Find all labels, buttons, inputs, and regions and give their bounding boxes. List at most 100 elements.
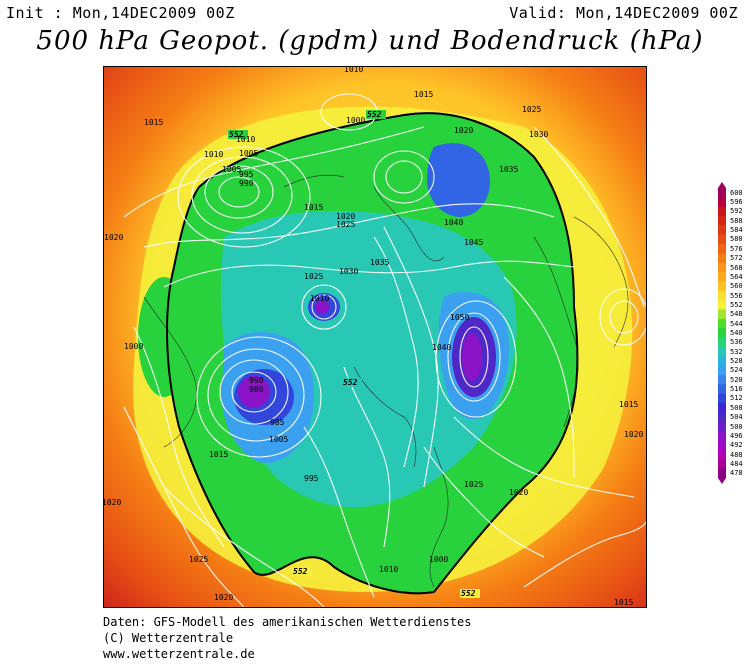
legend-swatch (718, 431, 726, 442)
label-552-4: 552 (293, 567, 308, 576)
pressure-labels: 1010 1015 1025 1000 1020 1030 1035 1010 … (104, 67, 643, 607)
legend-swatch (718, 318, 726, 329)
pressure-label: 1010 (204, 150, 223, 159)
pressure-label: 1020 (104, 498, 121, 507)
legend-swatch (718, 365, 726, 376)
legend-swatch (718, 225, 726, 236)
legend-swatch (718, 337, 726, 348)
pressure-label: 1005 (269, 435, 288, 444)
pressure-label: 1010 (379, 565, 398, 574)
legend-value: 508 (730, 403, 743, 412)
pressure-label: 1015 (304, 203, 323, 212)
legend-value: 548 (730, 310, 743, 319)
pressure-label: 990 (239, 179, 254, 188)
legend-swatch (718, 356, 726, 367)
legend-swatch (718, 234, 726, 245)
pressure-label: 1015 (414, 90, 433, 99)
pressure-label: 1025 (189, 555, 208, 564)
pressure-label: 1025 (522, 105, 541, 114)
pressure-label: 1045 (464, 238, 483, 247)
legend-value: 580 (730, 235, 743, 244)
footer-credits: Daten: GFS-Modell des amerikanischen Wet… (103, 614, 471, 662)
legend-swatch (718, 403, 726, 414)
legend-swatch (718, 244, 726, 254)
coastlines (143, 174, 629, 588)
legend-value: 536 (730, 338, 743, 347)
label-552-5: 552 (461, 589, 476, 598)
legend-swatch (718, 375, 726, 385)
legend-swatch (718, 262, 726, 273)
pressure-label: 1040 (444, 218, 463, 227)
legend-value: 544 (730, 319, 743, 328)
legend-value: 588 (730, 216, 743, 225)
color-legend (718, 182, 726, 484)
weather-map: 552 552 552 552 552 1010 1015 1025 1000 … (103, 66, 647, 608)
legend-swatch (718, 393, 726, 404)
pressure-label: 1025 (464, 480, 483, 489)
pressure-label: 985 (270, 418, 285, 427)
legend-swatch (718, 468, 726, 479)
legend-arrow-bottom (718, 478, 726, 484)
pressure-label: 1035 (499, 165, 518, 174)
legend-value: 484 (730, 459, 743, 468)
legend-value: 504 (730, 413, 743, 422)
pressure-label: 1020 (336, 212, 355, 221)
isobars (123, 93, 646, 607)
legend-value: 500 (730, 422, 743, 431)
pressure-label: 1025 (304, 272, 323, 281)
legend-arrow-top (718, 182, 726, 188)
legend-swatch (718, 300, 726, 311)
legend-value: 496 (730, 431, 743, 440)
legend-swatches (718, 182, 726, 484)
legend-value: 488 (730, 450, 743, 459)
footer-url[interactable]: www.wetterzentrale.de (103, 647, 255, 661)
legend-value: 592 (730, 207, 743, 216)
label-552-1: 552 (229, 130, 244, 139)
legend-swatch (718, 197, 726, 208)
legend-value: 596 (730, 198, 743, 207)
legend-value: 540 (730, 329, 743, 337)
pressure-label: 1000 (429, 555, 448, 564)
low-core-east (462, 333, 482, 381)
green-west-highpart (138, 277, 190, 397)
pressure-label: 980 (249, 385, 264, 394)
pressure-label: 1050 (450, 313, 469, 322)
pressure-label: 1015 (144, 118, 163, 127)
pressure-label: 1010 (236, 135, 255, 144)
pressure-label: 1020 (214, 593, 233, 602)
pressure-label: 1020 (104, 233, 123, 242)
legend-value: 512 (730, 394, 743, 403)
pressure-label: 1020 (454, 126, 473, 135)
pressure-label: 1030 (529, 130, 548, 139)
legend-value: 568 (730, 263, 743, 272)
pressure-label: 1015 (614, 598, 633, 607)
map-title: 500 hPa Geopot. (gpdm) und Bodendruck (h… (36, 26, 704, 56)
pressure-label: 1025 (336, 220, 355, 229)
pressure-label: 1005 (239, 149, 258, 158)
pressure-label: 995 (239, 170, 254, 179)
legend-value: 492 (730, 441, 743, 450)
footer-data-source: Daten: GFS-Modell des amerikanischen Wet… (103, 615, 472, 629)
legend-value: 584 (730, 226, 743, 235)
pressure-label: 1000 (346, 116, 365, 125)
legend-value: 520 (730, 375, 743, 384)
legend-swatch (718, 459, 726, 470)
legend-value: 528 (730, 357, 743, 366)
legend-swatch (718, 421, 726, 432)
legend-value: 516 (730, 385, 743, 394)
legend-value: 576 (730, 244, 743, 253)
label-552-2: 552 (367, 110, 382, 119)
blue-region-north (426, 143, 490, 217)
pressure-label: 1040 (432, 343, 451, 352)
pressure-label: 1020 (624, 430, 643, 439)
legend-swatch (718, 188, 726, 198)
init-time: Init : Mon,14DEC2009 00Z (6, 4, 235, 22)
legend-swatch (718, 412, 726, 423)
pressure-label: 1030 (339, 267, 358, 276)
legend-swatch (718, 347, 726, 357)
pressure-label: 990 (249, 376, 264, 385)
legend-swatch (718, 216, 726, 226)
legend-value: 524 (730, 366, 743, 375)
pressure-label: 1010 (310, 294, 329, 303)
legend-value: 552 (730, 300, 743, 309)
